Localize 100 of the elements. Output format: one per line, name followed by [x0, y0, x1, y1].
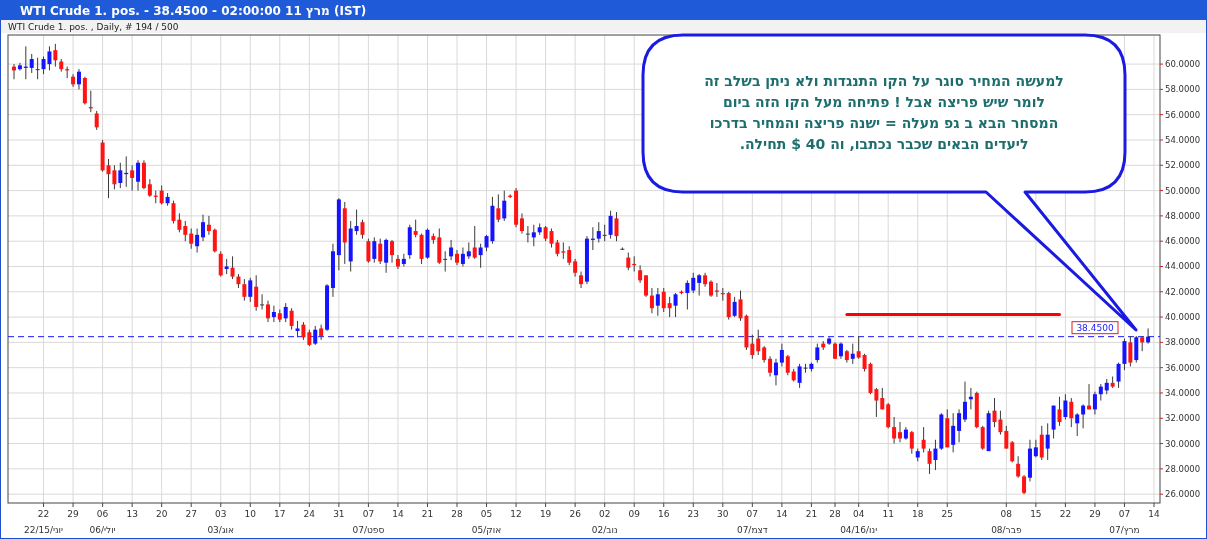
candlestick [218, 250, 223, 278]
candlestick [1081, 403, 1086, 429]
candlestick [395, 254, 400, 270]
candlestick [1128, 335, 1133, 367]
candlestick [372, 236, 377, 264]
x-tick-label: 29 [67, 509, 80, 519]
x-tick-label: 28 [829, 509, 842, 519]
candlestick [171, 200, 176, 224]
x-tick-label: 11 [882, 509, 894, 519]
candlestick [201, 214, 206, 242]
candlestick [71, 73, 76, 88]
x-tick-label: 26 [569, 509, 582, 519]
y-tick-label: 34.0000 [1165, 387, 1201, 398]
x-tick-label: 27 [185, 509, 197, 519]
y-tick-label: 36.0000 [1165, 362, 1201, 373]
x-tick-label: 13 [126, 509, 138, 519]
x-tick-label: 25 [941, 509, 953, 519]
x-tick-label: 21 [805, 509, 818, 519]
y-tick-label: 50.0000 [1165, 185, 1201, 196]
x-tick-label: 22 [1059, 509, 1072, 519]
candlestick [980, 425, 985, 451]
x-tick-label: 20 [155, 509, 168, 519]
y-tick-label: 52.0000 [1165, 160, 1201, 171]
candlestick [567, 245, 572, 266]
candlestick [354, 209, 359, 236]
y-tick-label: 60.0000 [1165, 59, 1201, 70]
y-tick-label: 46.0000 [1165, 236, 1201, 247]
candlestick [1057, 396, 1062, 427]
candlestick [661, 287, 666, 313]
candlestick [773, 358, 778, 386]
candlestick [449, 239, 454, 261]
candlestick [29, 53, 34, 74]
y-tick-label: 40.0000 [1165, 312, 1201, 323]
x-tick-label: 14 [392, 509, 404, 519]
candlestick [496, 193, 501, 223]
candlestick [360, 219, 365, 240]
x-tick-label: 23 [687, 509, 699, 519]
candlestick [183, 220, 188, 242]
candlestick [1063, 393, 1068, 421]
x-tick-label: 16 [658, 509, 670, 519]
candlestick [892, 416, 897, 445]
candlestick [697, 273, 702, 297]
candlestick [596, 221, 601, 243]
candlestick [502, 190, 507, 222]
candlestick [957, 408, 962, 443]
candlestick [874, 387, 879, 418]
candlestick [1039, 425, 1044, 461]
candlestick [1122, 338, 1127, 371]
x-tick-label: 15 [1030, 509, 1042, 519]
x-tick-label: 19 [539, 509, 552, 519]
candlestick [254, 274, 259, 312]
x-tick-label: 31 [333, 509, 345, 519]
candlestick [195, 228, 200, 254]
candlestick [35, 57, 40, 80]
y-tick-label: 30.0000 [1165, 438, 1201, 449]
candlestick [649, 287, 654, 314]
candlestick [472, 225, 477, 260]
candlestick [691, 272, 696, 294]
candlestick [608, 210, 613, 240]
candlestick [478, 243, 483, 269]
candlestick [1069, 397, 1074, 428]
x-tick-label: 18 [912, 509, 924, 519]
x-tick-label: 29 [1089, 509, 1101, 519]
candlestick [933, 439, 938, 471]
candlestick [1022, 474, 1027, 495]
candlestick [1045, 422, 1050, 461]
y-tick-label: 44.0000 [1165, 261, 1201, 272]
y-tick-label: 42.0000 [1165, 286, 1201, 297]
candlestick [927, 448, 932, 475]
candlestick [815, 343, 820, 364]
candlestick [525, 225, 530, 243]
candlestick [378, 238, 383, 265]
x-tick-label: 14 [776, 509, 788, 519]
candlestick [921, 426, 926, 453]
candlestick [673, 292, 678, 318]
y-tick-label: 56.0000 [1165, 109, 1201, 120]
candlestick [94, 110, 99, 131]
candlestick [898, 421, 903, 443]
candlestick [136, 159, 141, 192]
candlestick [667, 296, 672, 318]
candlestick [886, 402, 891, 429]
candlestick [1116, 362, 1121, 389]
candlestick [756, 329, 761, 356]
candlestick [271, 305, 276, 323]
x-tick-label: 28 [451, 509, 463, 519]
candlestick [260, 293, 265, 310]
x-tick-label: 30 [717, 509, 729, 519]
candlestick [1004, 425, 1009, 450]
candlestick [248, 277, 253, 303]
candlestick [206, 215, 211, 236]
candlestick [443, 250, 448, 273]
candlestick [614, 211, 619, 242]
y-tick-label: 48.0000 [1165, 210, 1201, 221]
candlestick [230, 255, 235, 280]
candlestick [189, 228, 194, 250]
annotation: למעשה המחיר סוגר על הקו התנגדות ולא ניתן בשלב זה לומר שיש פריצה אבל ! פתיחה מעל הקו הזה ביום המסחר הבא ב גפ מעלה = ישנה פריצה והמחיר בדרכו ליעדים הבאים שכבר נכתבו, וה 40 $ תחילה. [704, 73, 1064, 152]
y-tick-label: 54.0000 [1165, 134, 1201, 145]
chart-title: WTI Crude 1. pos. - 38.4500 - 02:00:00 11 מרץ (IST) [20, 4, 367, 18]
candlestick [212, 228, 217, 254]
x-tick-label: 10 [244, 509, 257, 519]
